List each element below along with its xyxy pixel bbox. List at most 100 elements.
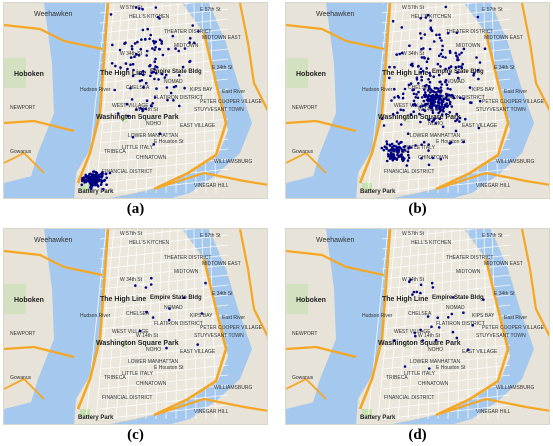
data-point [432, 40, 436, 43]
map-c[interactable]: Weehawken HELL'S KITCHEN THEATER DISTRICT M… [3, 228, 268, 425]
data-point [440, 83, 444, 86]
data-point [393, 65, 396, 69]
data-point [389, 148, 393, 151]
data-point [91, 173, 95, 176]
data-point [437, 54, 441, 58]
east-river-water [110, 3, 252, 198]
label-w-57: W 57th St [120, 5, 143, 11]
label-williamsburg: WILLIAMSBURG [496, 385, 534, 391]
data-point [406, 132, 410, 135]
data-point [168, 307, 171, 310]
harbor-water [286, 173, 354, 198]
data-point [439, 65, 442, 68]
map-d[interactable]: Weehawken HELL'S KITCHEN THEATER DISTRICT M… [285, 228, 550, 425]
label-stuyvesant: STUYVESANT TOWN [476, 333, 526, 339]
data-point [444, 67, 447, 71]
data-point [439, 52, 443, 56]
data-point [470, 101, 473, 104]
data-point [428, 71, 431, 75]
data-point [427, 89, 430, 92]
washington-square-park [404, 117, 410, 122]
data-point [422, 47, 425, 50]
data-point [119, 66, 122, 69]
label-gowanus: Gowanus [292, 149, 314, 155]
data-point [391, 19, 395, 23]
data-point [449, 88, 452, 91]
data-point [458, 120, 461, 123]
map-a[interactable]: Weehawken HELL'S KITCHEN THEATER DISTRICT M… [3, 2, 268, 199]
data-point [441, 108, 444, 112]
data-point [84, 175, 88, 179]
data-point [419, 105, 422, 108]
data-point [426, 95, 430, 98]
data-point [432, 97, 436, 101]
data-point [398, 52, 401, 56]
data-point [104, 172, 108, 176]
data-point [177, 74, 181, 77]
label-e-34: E 34th St [212, 65, 233, 71]
data-point [164, 73, 168, 77]
map-b[interactable]: Weehawken HELL'S KITCHEN THEATER DISTRICT M… [285, 2, 550, 199]
data-point [438, 94, 441, 98]
data-point [167, 318, 171, 322]
data-points [80, 6, 200, 191]
data-point [149, 283, 153, 286]
label-washington-sq: Washington Square Park [378, 340, 461, 347]
label-w-57: W 57th St [402, 5, 425, 11]
data-point [134, 108, 138, 111]
data-point [429, 94, 432, 98]
label-hells-kitchen: HELL'S KITCHEN [411, 14, 452, 20]
data-point [462, 140, 465, 144]
label-vinegar-hill: VINEGAR HILL [194, 409, 229, 415]
data-point [435, 33, 438, 37]
data-point [154, 6, 158, 9]
data-point [456, 118, 459, 121]
data-point [385, 142, 389, 146]
label-nomad: NOMAD [164, 305, 183, 311]
data-point [431, 111, 435, 114]
data-point [160, 72, 164, 76]
label-stuyvesant: STUYVESANT TOWN [194, 333, 244, 339]
data-point [461, 62, 464, 66]
data-point [151, 316, 155, 319]
data-point [443, 103, 447, 107]
label-lower-manhattan: LOWER MANHATTAN [128, 133, 178, 139]
data-point [448, 102, 452, 106]
data-point [89, 172, 92, 176]
data-point [396, 111, 399, 114]
data-point [191, 24, 194, 27]
data-point [399, 108, 403, 112]
data-point [96, 184, 99, 187]
hudson-river-water [306, 3, 390, 198]
data-point [409, 278, 412, 282]
data-point [419, 71, 423, 74]
data-point [444, 5, 448, 9]
data-point [141, 73, 145, 77]
label-midtown: MIDTOWN [174, 269, 199, 275]
data-point [153, 48, 156, 52]
label-west-village: WEST VILLAGE [112, 103, 149, 109]
data-point [420, 36, 423, 40]
data-point [155, 87, 158, 90]
data-point [401, 96, 405, 100]
data-point [441, 44, 444, 48]
data-point [448, 111, 452, 114]
label-kips-bay: KIPS BAY [472, 87, 495, 93]
data-point [183, 86, 186, 90]
label-newport: NEWPORT [10, 105, 35, 111]
data-point [421, 69, 425, 73]
data-point [386, 153, 390, 156]
data-point [409, 113, 413, 116]
data-point [108, 171, 112, 175]
data-point [401, 92, 405, 96]
data-point [156, 15, 160, 19]
data-point [154, 46, 157, 49]
data-point [400, 140, 403, 144]
data-point [192, 41, 196, 45]
data-point [426, 57, 430, 60]
data-point [146, 27, 149, 31]
data-point [441, 125, 445, 129]
label-hudson-river: Hudson River [362, 313, 393, 319]
jersey-highway [4, 377, 45, 400]
